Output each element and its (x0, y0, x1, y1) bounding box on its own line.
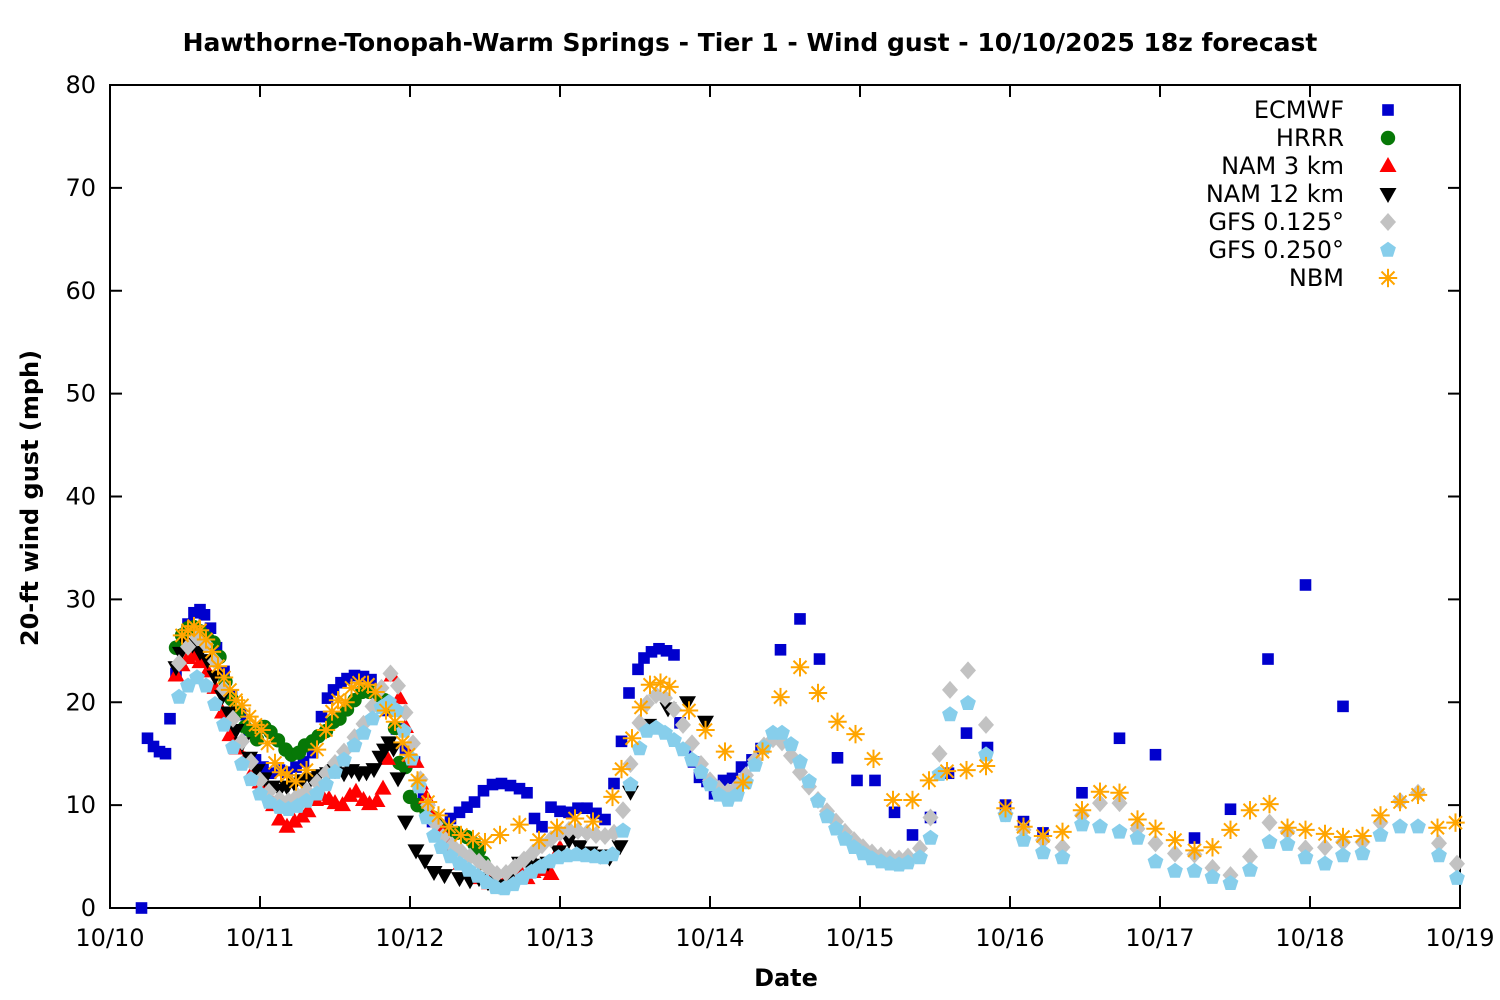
x-axis-label: Date (754, 964, 818, 992)
legend-marker-hrrr-icon (1380, 130, 1396, 146)
legend-label-nbm: NBM (1289, 264, 1344, 292)
legend-marker-nam-3km-icon (1379, 157, 1397, 172)
legend-marker-nbm-icon (1378, 268, 1398, 288)
series-gfs-0250 (171, 669, 1465, 896)
y-tick-label: 10 (65, 791, 96, 819)
chart-title: Hawthorne-Tonopah-Warm Springs - Tier 1 … (182, 28, 1318, 57)
legend-marker-ecmwf-icon (1382, 104, 1394, 116)
legend-marker-nam-12km-icon (1379, 188, 1397, 203)
y-tick-label: 20 (65, 688, 96, 716)
legend-marker-gfs-0250-icon (1380, 241, 1396, 257)
legend-marker-gfs-0125-icon (1380, 213, 1396, 231)
x-tick-label: 10/17 (1125, 924, 1194, 952)
y-tick-label: 30 (65, 585, 96, 613)
x-tick-label: 10/13 (525, 924, 594, 952)
legend-label-ecmwf: ECMWF (1254, 96, 1344, 124)
y-tick-label: 0 (81, 894, 96, 922)
y-tick-label: 60 (65, 277, 96, 305)
x-tick-label: 10/15 (825, 924, 894, 952)
x-tick-label: 10/18 (1275, 924, 1344, 952)
y-tick-label: 50 (65, 380, 96, 408)
legend-label-gfs-0125: GFS 0.125° (1208, 208, 1344, 236)
series-nbm (172, 616, 1465, 860)
y-tick-label: 80 (65, 71, 96, 99)
legend-label-gfs-0250: GFS 0.250° (1208, 236, 1344, 264)
x-tick-label: 10/19 (1425, 924, 1494, 952)
x-tick-label: 10/11 (225, 924, 294, 952)
x-tick-label: 10/16 (975, 924, 1044, 952)
x-tick-label: 10/12 (375, 924, 444, 952)
legend-label-nam-12km: NAM 12 km (1206, 180, 1344, 208)
x-tick-label: 10/14 (675, 924, 744, 952)
y-tick-label: 40 (65, 483, 96, 511)
x-tick-label: 10/10 (75, 924, 144, 952)
y-axis: 0 10 20 30 40 50 60 70 80 (65, 71, 1460, 922)
y-tick-label: 70 (65, 174, 96, 202)
legend-label-nam-3km: NAM 3 km (1221, 152, 1344, 180)
legend-label-hrrr: HRRR (1276, 124, 1344, 152)
x-axis: 10/10 10/11 10/12 10/13 10/14 10/15 10/16 10/17… (75, 85, 1495, 952)
